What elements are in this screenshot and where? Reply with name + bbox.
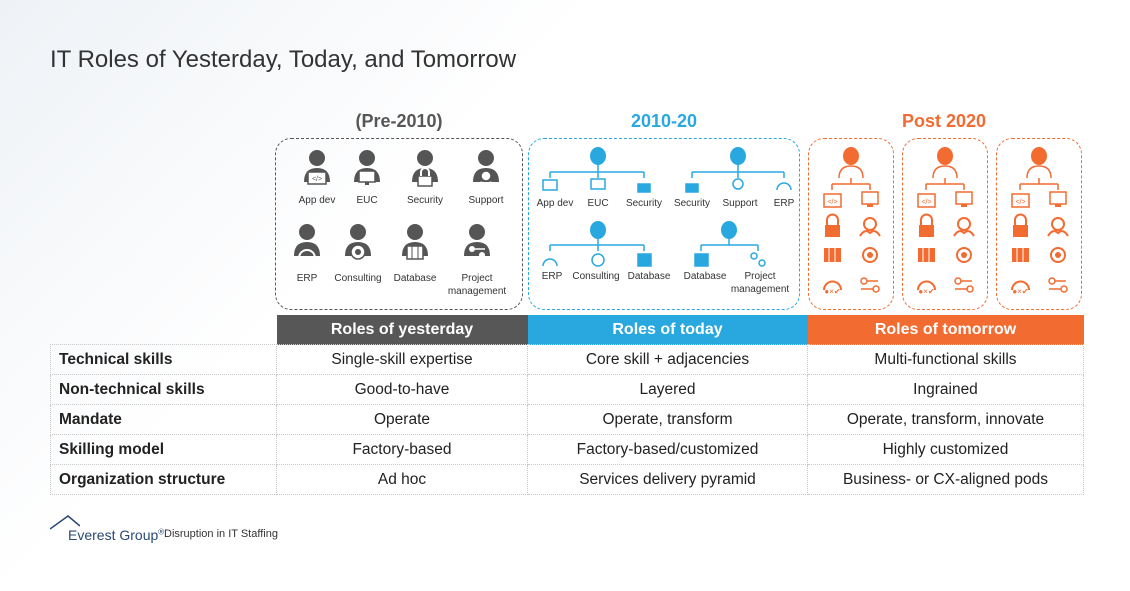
table-row: Non-technical skills Good-to-have Layere…	[50, 374, 1084, 405]
today-role-label: ERP	[774, 198, 795, 209]
row-label: Organization structure	[50, 464, 277, 495]
table-cell: Layered	[527, 374, 808, 405]
yesterday-role-label: Security	[407, 195, 443, 206]
brand-name: Everest Group	[68, 527, 159, 543]
app-dev-role-icon: </>	[304, 150, 330, 185]
table-cell: Highly customized	[807, 434, 1084, 465]
euc-icon	[590, 178, 606, 190]
erp-icon	[776, 182, 792, 191]
brand-logo: Everest Group®	[68, 527, 164, 543]
tomorrow-pod-icons-2	[917, 146, 975, 297]
table-cell: Operate, transform	[527, 404, 808, 435]
consulting-icon	[591, 253, 605, 267]
today-role-label: Support	[722, 198, 757, 209]
row-label: Skilling model	[50, 434, 277, 465]
database-icon	[694, 253, 709, 267]
database-icon	[637, 253, 652, 267]
roles-comparison-table: Roles of yesterday Roles of today Roles …	[50, 315, 1084, 495]
row-label: Non-technical skills	[50, 374, 277, 405]
header-yesterday: Roles of yesterday	[276, 315, 528, 345]
today-lead-node-3	[590, 221, 606, 239]
table-cell: Good-to-have	[276, 374, 528, 405]
row-label: Technical skills	[50, 344, 277, 375]
header-today: Roles of today	[527, 315, 808, 345]
today-role-label: App dev	[537, 198, 574, 209]
yesterday-role-label: management	[448, 286, 507, 297]
era-tomorrow-label: Post 2020	[901, 111, 987, 131]
yesterday-roles-diagram: </> App dev EUC Security Support ERP Con…	[294, 150, 507, 297]
today-role-label: ERP	[542, 271, 563, 282]
today-role-label: Project	[744, 271, 775, 282]
tomorrow-pod-3	[996, 138, 1082, 310]
era-today-label: 2010-20	[630, 111, 698, 131]
era-yesterday-label: (Pre-2010)	[355, 111, 443, 131]
yesterday-role-label: ERP	[297, 273, 318, 284]
tomorrow-pod-2	[902, 138, 988, 310]
footer-subtitle: Disruption in IT Staffing	[164, 528, 278, 540]
project-management-role-icon	[464, 224, 490, 258]
euc-role-icon	[354, 150, 380, 185]
consulting-role-icon	[345, 224, 371, 260]
today-role-label: Database	[628, 271, 671, 282]
yesterday-role-label: Database	[394, 273, 437, 284]
table-cell: Services delivery pyramid	[527, 464, 808, 495]
registered-mark: ®	[158, 527, 165, 537]
security-icon	[637, 183, 651, 193]
today-role-label: EUC	[587, 198, 608, 209]
project-management-icon	[750, 252, 758, 260]
tomorrow-pod-icons-1	[823, 146, 881, 297]
yesterday-role-label: App dev	[299, 195, 336, 206]
today-role-label: Security	[626, 198, 662, 209]
yesterday-roles-box	[275, 138, 523, 310]
today-lead-node-1	[590, 147, 606, 165]
erp-role-icon	[294, 224, 320, 259]
yesterday-role-label: Consulting	[334, 273, 381, 284]
header-spacer	[51, 315, 277, 345]
support-icon	[732, 178, 744, 190]
today-lead-node-4	[721, 221, 737, 239]
tomorrow-pod-1	[808, 138, 894, 310]
today-roles-diagram: App dev EUC Security Security Support ER…	[537, 147, 795, 295]
svg-text:</>: </>	[312, 176, 322, 183]
today-role-label: management	[731, 284, 790, 295]
app-dev-icon	[542, 179, 558, 191]
tomorrow-pod-icons-3	[1011, 146, 1069, 297]
table-header-row: Roles of yesterday Roles of today Roles …	[51, 315, 1084, 345]
database-role-icon	[402, 224, 428, 260]
tomorrow-pods-diagram: </> ●×✔	[823, 146, 1069, 297]
table-cell: Ad hoc	[276, 464, 528, 495]
table-cell: Factory-based	[276, 434, 528, 465]
today-roles-box	[528, 138, 800, 310]
yesterday-role-label: EUC	[356, 195, 377, 206]
table-cell: Business- or CX-aligned pods	[807, 464, 1084, 495]
yesterday-role-label: Project	[461, 273, 492, 284]
today-role-label: Consulting	[572, 271, 619, 282]
today-role-label: Security	[674, 198, 710, 209]
table-cell: Operate, transform, innovate	[807, 404, 1084, 435]
table-cell: Factory-based/customized	[527, 434, 808, 465]
table-row: Skilling model Factory-based Factory-bas…	[50, 434, 1084, 465]
table-cell: Single-skill expertise	[276, 344, 528, 375]
everest-logo-mountain-icon	[50, 515, 80, 530]
security-icon	[685, 183, 699, 193]
table-row: Technical skills Single-skill expertise …	[50, 344, 1084, 375]
yesterday-role-label: Support	[468, 195, 503, 206]
today-role-label: Database	[684, 271, 727, 282]
erp-icon	[542, 258, 558, 267]
table-cell: Operate	[276, 404, 528, 435]
table-row: Mandate Operate Operate, transform Opera…	[50, 404, 1084, 435]
support-role-icon	[473, 150, 499, 187]
header-tomorrow: Roles of tomorrow	[807, 315, 1084, 345]
page-title: IT Roles of Yesterday, Today, and Tomorr…	[50, 46, 517, 73]
today-lead-node-2	[730, 147, 746, 165]
table-cell: Ingrained	[807, 374, 1084, 405]
row-label: Mandate	[50, 404, 277, 435]
security-role-icon	[412, 150, 438, 187]
table-cell: Core skill + adjacencies	[527, 344, 808, 375]
table-row: Organization structure Ad hoc Services d…	[50, 464, 1084, 495]
table-cell: Multi-functional skills	[807, 344, 1084, 375]
